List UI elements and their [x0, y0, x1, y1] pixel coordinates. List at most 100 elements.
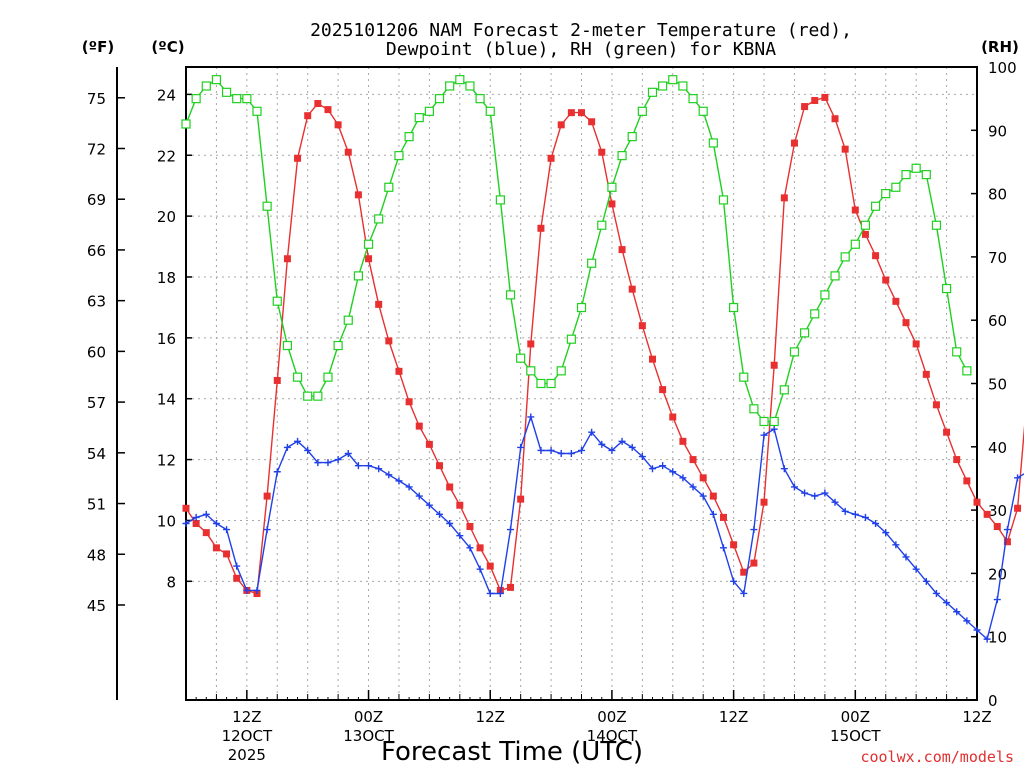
data-series	[181, 75, 1024, 643]
temperature-point	[507, 583, 515, 591]
rh-point	[313, 391, 323, 401]
c-tick-label: 22	[157, 147, 176, 165]
dewpoint-point	[780, 465, 788, 473]
temperature-point	[202, 529, 210, 537]
dewpoint-point	[507, 526, 515, 534]
temperature-point	[557, 121, 565, 129]
x-tick-label: 2025	[228, 746, 266, 764]
series-temperature	[182, 93, 1024, 597]
temperature-point	[273, 376, 281, 384]
rh-point	[860, 220, 871, 230]
temperature-point	[598, 148, 606, 156]
rh-point	[718, 195, 729, 205]
temperature-point	[486, 562, 494, 570]
rh-point	[181, 119, 191, 129]
rh-point	[556, 366, 566, 376]
rh-point	[901, 170, 911, 180]
rh-point	[353, 271, 363, 281]
dewpoint-point	[436, 510, 444, 518]
temperature-point	[912, 340, 920, 348]
dewpoint-point	[395, 477, 403, 485]
rh-point	[729, 302, 739, 313]
temperature-point	[385, 337, 393, 345]
dewpoint-point	[385, 471, 393, 479]
temperature-point	[841, 145, 849, 153]
dewpoint-point	[892, 541, 900, 549]
dewpoint-point	[973, 626, 981, 634]
dewpoint-point	[243, 586, 251, 594]
rh-point	[546, 378, 556, 389]
temperature-point	[1014, 504, 1022, 512]
temperature-point	[973, 498, 981, 506]
temperature-point	[263, 492, 271, 500]
f-tick-label: 66	[87, 242, 106, 260]
dewpoint-point	[314, 459, 322, 467]
temperature-point	[730, 541, 738, 549]
dewpoint-point	[912, 565, 920, 573]
temperature-point	[648, 355, 656, 363]
dewpoint-point	[861, 513, 869, 521]
rh-point	[617, 151, 627, 161]
temperature-point	[790, 139, 798, 147]
x-tick-label: 00Z	[597, 708, 626, 726]
dewpoint-point	[476, 565, 484, 573]
temperature-point	[801, 103, 809, 111]
temperature-point	[699, 474, 707, 482]
dewpoint-point	[1003, 526, 1011, 534]
rh-point	[262, 201, 272, 211]
temperature-point	[669, 413, 677, 421]
rh-point	[830, 271, 840, 281]
grid-lines	[186, 67, 977, 700]
rh-point	[465, 81, 475, 91]
rh-point	[363, 239, 374, 249]
temperature-point	[223, 550, 231, 558]
rh-point	[434, 94, 445, 104]
dewpoint-point	[801, 489, 809, 497]
temperature-point	[294, 154, 302, 162]
rh-tick-label: 30	[988, 502, 1007, 520]
dewpoint-point	[943, 599, 951, 607]
f-tick-label: 54	[87, 445, 106, 463]
rh-point	[303, 391, 313, 401]
temperature-point	[517, 495, 525, 503]
temperature-point	[537, 224, 545, 232]
f-tick-label: 45	[87, 597, 106, 615]
fahrenheit-unit-label: (ºF)	[82, 38, 114, 56]
rh-point	[658, 81, 668, 91]
axes: 8 10 12 14 16 18 20 22 24 45 48 51 54 57 60 63 66 69 72 75 0…	[87, 59, 1017, 764]
rh-point	[333, 340, 343, 351]
temperature-point	[770, 361, 778, 369]
rh-point	[698, 106, 708, 116]
chart-title-line1: 2025101206 NAM Forecast 2-meter Temperat…	[310, 20, 852, 41]
rh-point	[769, 416, 779, 427]
dewpoint-point	[669, 468, 677, 476]
temperature-point	[740, 568, 748, 576]
dewpoint-point	[233, 562, 241, 570]
temperature-point	[780, 194, 788, 202]
temperature-point	[902, 319, 910, 327]
temperature-point	[405, 398, 413, 406]
temperature-point	[689, 456, 697, 464]
rh-point	[516, 353, 526, 363]
dewpoint-point	[537, 446, 545, 454]
f-tick-label: 69	[87, 191, 106, 209]
rh-line	[185, 78, 968, 423]
temperature-point	[872, 252, 880, 260]
temperature-point	[851, 206, 859, 214]
temperature-point	[750, 559, 758, 567]
series-dewpoint	[182, 413, 1024, 643]
dewpoint-point	[750, 526, 758, 534]
temperature-line	[185, 96, 1024, 595]
rh-point	[931, 220, 942, 230]
rh-point	[445, 81, 455, 91]
c-tick-label: 16	[157, 330, 176, 348]
temperature-point	[638, 322, 646, 330]
rh-point	[211, 75, 222, 85]
rh-tick-label: 0	[988, 692, 998, 710]
dewpoint-point	[628, 443, 636, 451]
f-tick-label: 48	[87, 546, 106, 564]
x-axis-label: Forecast Time (UTC)	[381, 737, 643, 767]
temperature-point	[963, 477, 971, 485]
dewpoint-point	[831, 498, 839, 506]
